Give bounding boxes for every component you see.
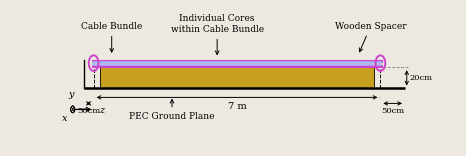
Text: PEC Ground Plane: PEC Ground Plane: [129, 100, 215, 121]
Text: 20cm: 20cm: [410, 74, 432, 82]
Text: x: x: [62, 114, 67, 123]
Text: Individual Cores
within Cable Bundle: Individual Cores within Cable Bundle: [171, 14, 264, 54]
Text: 7 m: 7 m: [228, 102, 247, 111]
Bar: [100, 67, 374, 88]
Text: 50cm: 50cm: [381, 107, 404, 115]
Text: Cable Bundle: Cable Bundle: [81, 22, 142, 52]
Text: 50cm: 50cm: [77, 107, 100, 115]
Text: z: z: [99, 106, 104, 115]
Text: y: y: [68, 90, 74, 99]
Text: Wooden Spacer: Wooden Spacer: [335, 22, 406, 52]
Ellipse shape: [70, 106, 75, 113]
